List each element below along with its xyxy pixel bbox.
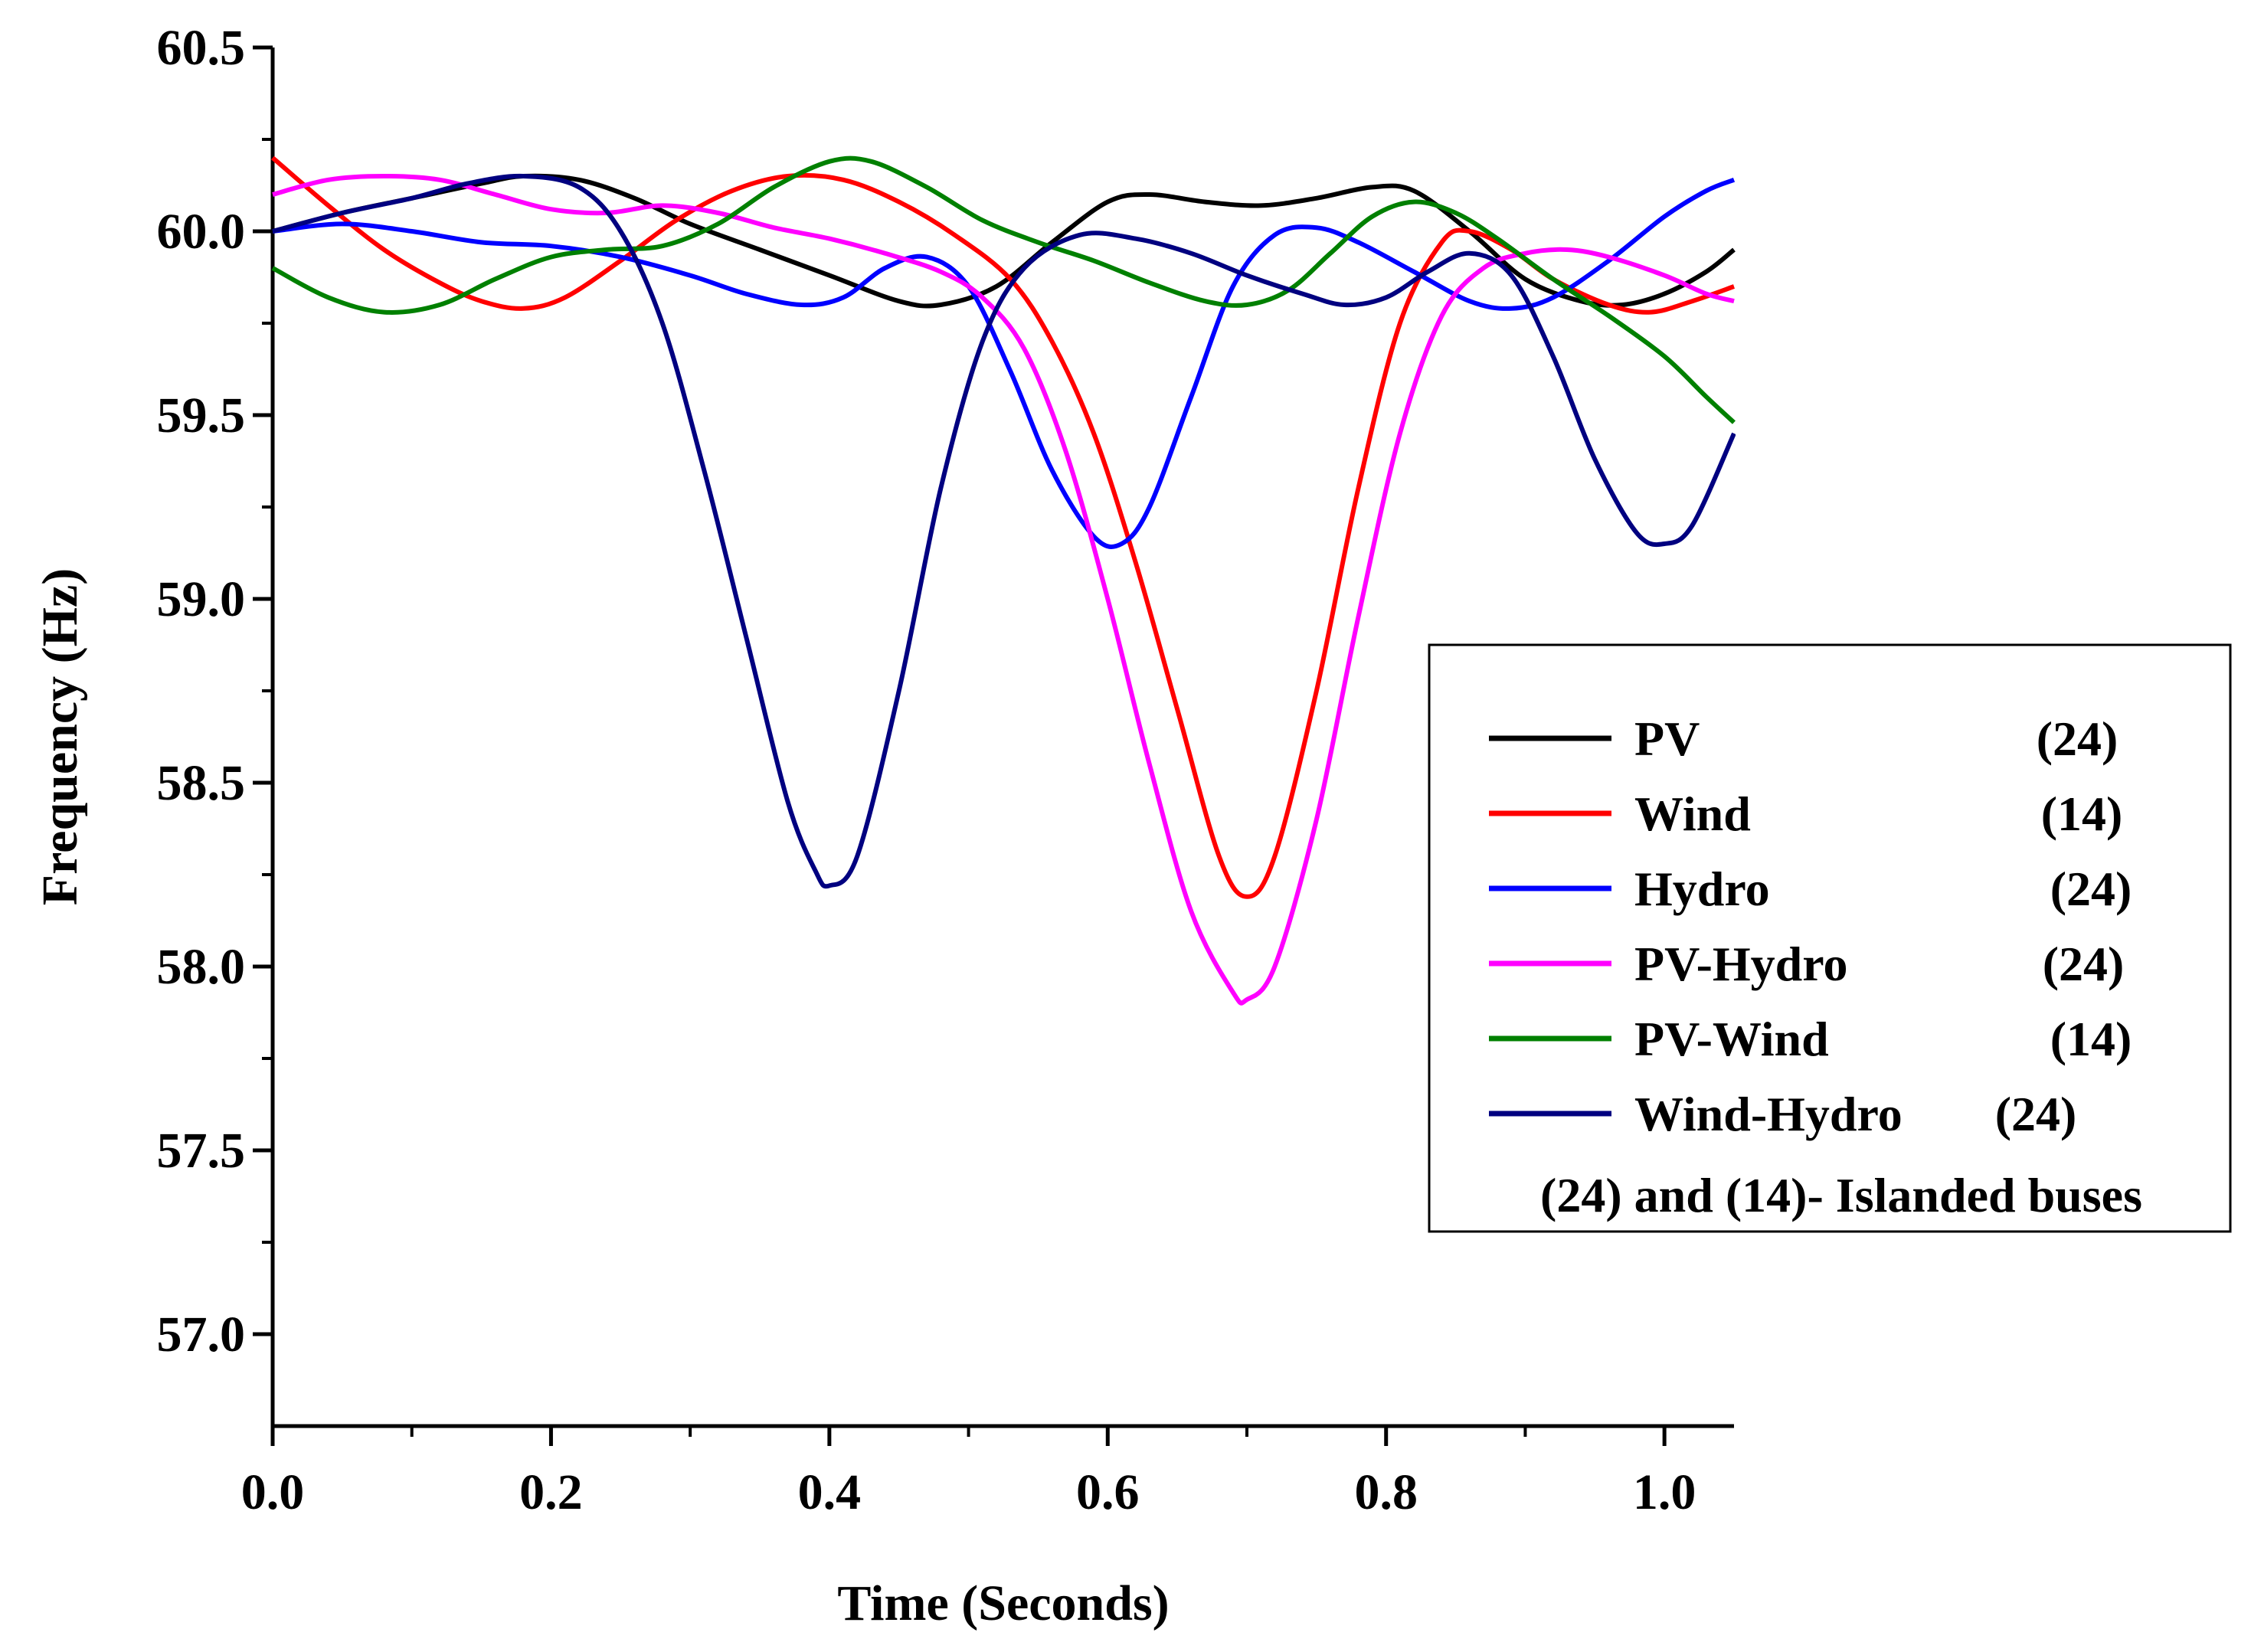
series-line-pv-wind [271,155,1736,424]
legend-note: (24) and (14)- Islanded buses [1540,1168,2142,1222]
x-tick-label: 0.6 [1076,1464,1140,1520]
y-tick-label: 60.5 [157,20,246,76]
x-axis-title: Time (Seconds) [837,1575,1169,1631]
y-tick-label: 59.0 [157,571,246,627]
legend-bus: (24) [2043,937,2125,991]
legend-bus: (24) [1995,1087,2077,1141]
legend-label: PV-Wind [1634,1012,1829,1066]
x-tick-label: 1.0 [1633,1464,1696,1520]
y-tick-label: 59.5 [157,388,246,443]
legend-box [1428,643,2232,1233]
series-layer [271,155,1736,1006]
legend: PV (24) Wind (14) Hydro (24) PV-Hydro (24) PV-Wi… [1428,643,2232,1233]
series-line-hydro [272,177,1736,549]
x-tick-label: 0.8 [1354,1464,1418,1520]
x-tick-label: 0.4 [798,1464,862,1520]
series-line-wind-hydro [272,173,1736,889]
legend-bus: (14) [2041,787,2123,841]
legend-label: PV-Hydro [1634,937,1848,991]
legend-label: Wind [1634,787,1751,841]
legend-label: Hydro [1634,862,1770,916]
legend-label: PV [1634,712,1700,766]
y-tick-label: 58.5 [157,755,246,811]
y-axis-ticks: 57.0 57.5 58.0 58.5 59.0 59.5 60.0 60.5 [157,20,273,1362]
legend-items: PV (24) Wind (14) Hydro (24) PV-Hydro (24) PV-Wi… [1489,712,2132,1141]
y-tick-label: 58.0 [157,939,246,995]
x-tick-label: 0.0 [241,1464,305,1520]
legend-label: Wind-Hydro [1634,1087,1903,1141]
y-tick-label: 57.0 [157,1307,246,1362]
legend-bus: (24) [2050,862,2132,916]
y-axis-title: Frequency (Hz) [32,568,88,906]
legend-bus: (24) [2037,712,2118,766]
y-tick-label: 57.5 [157,1123,246,1179]
x-axis-ticks: 0.0 0.2 0.4 0.6 0.8 1.0 [241,1426,1696,1520]
x-tick-label: 0.2 [519,1464,583,1520]
y-tick-label: 60.0 [157,204,246,260]
legend-bus: (14) [2050,1012,2132,1066]
